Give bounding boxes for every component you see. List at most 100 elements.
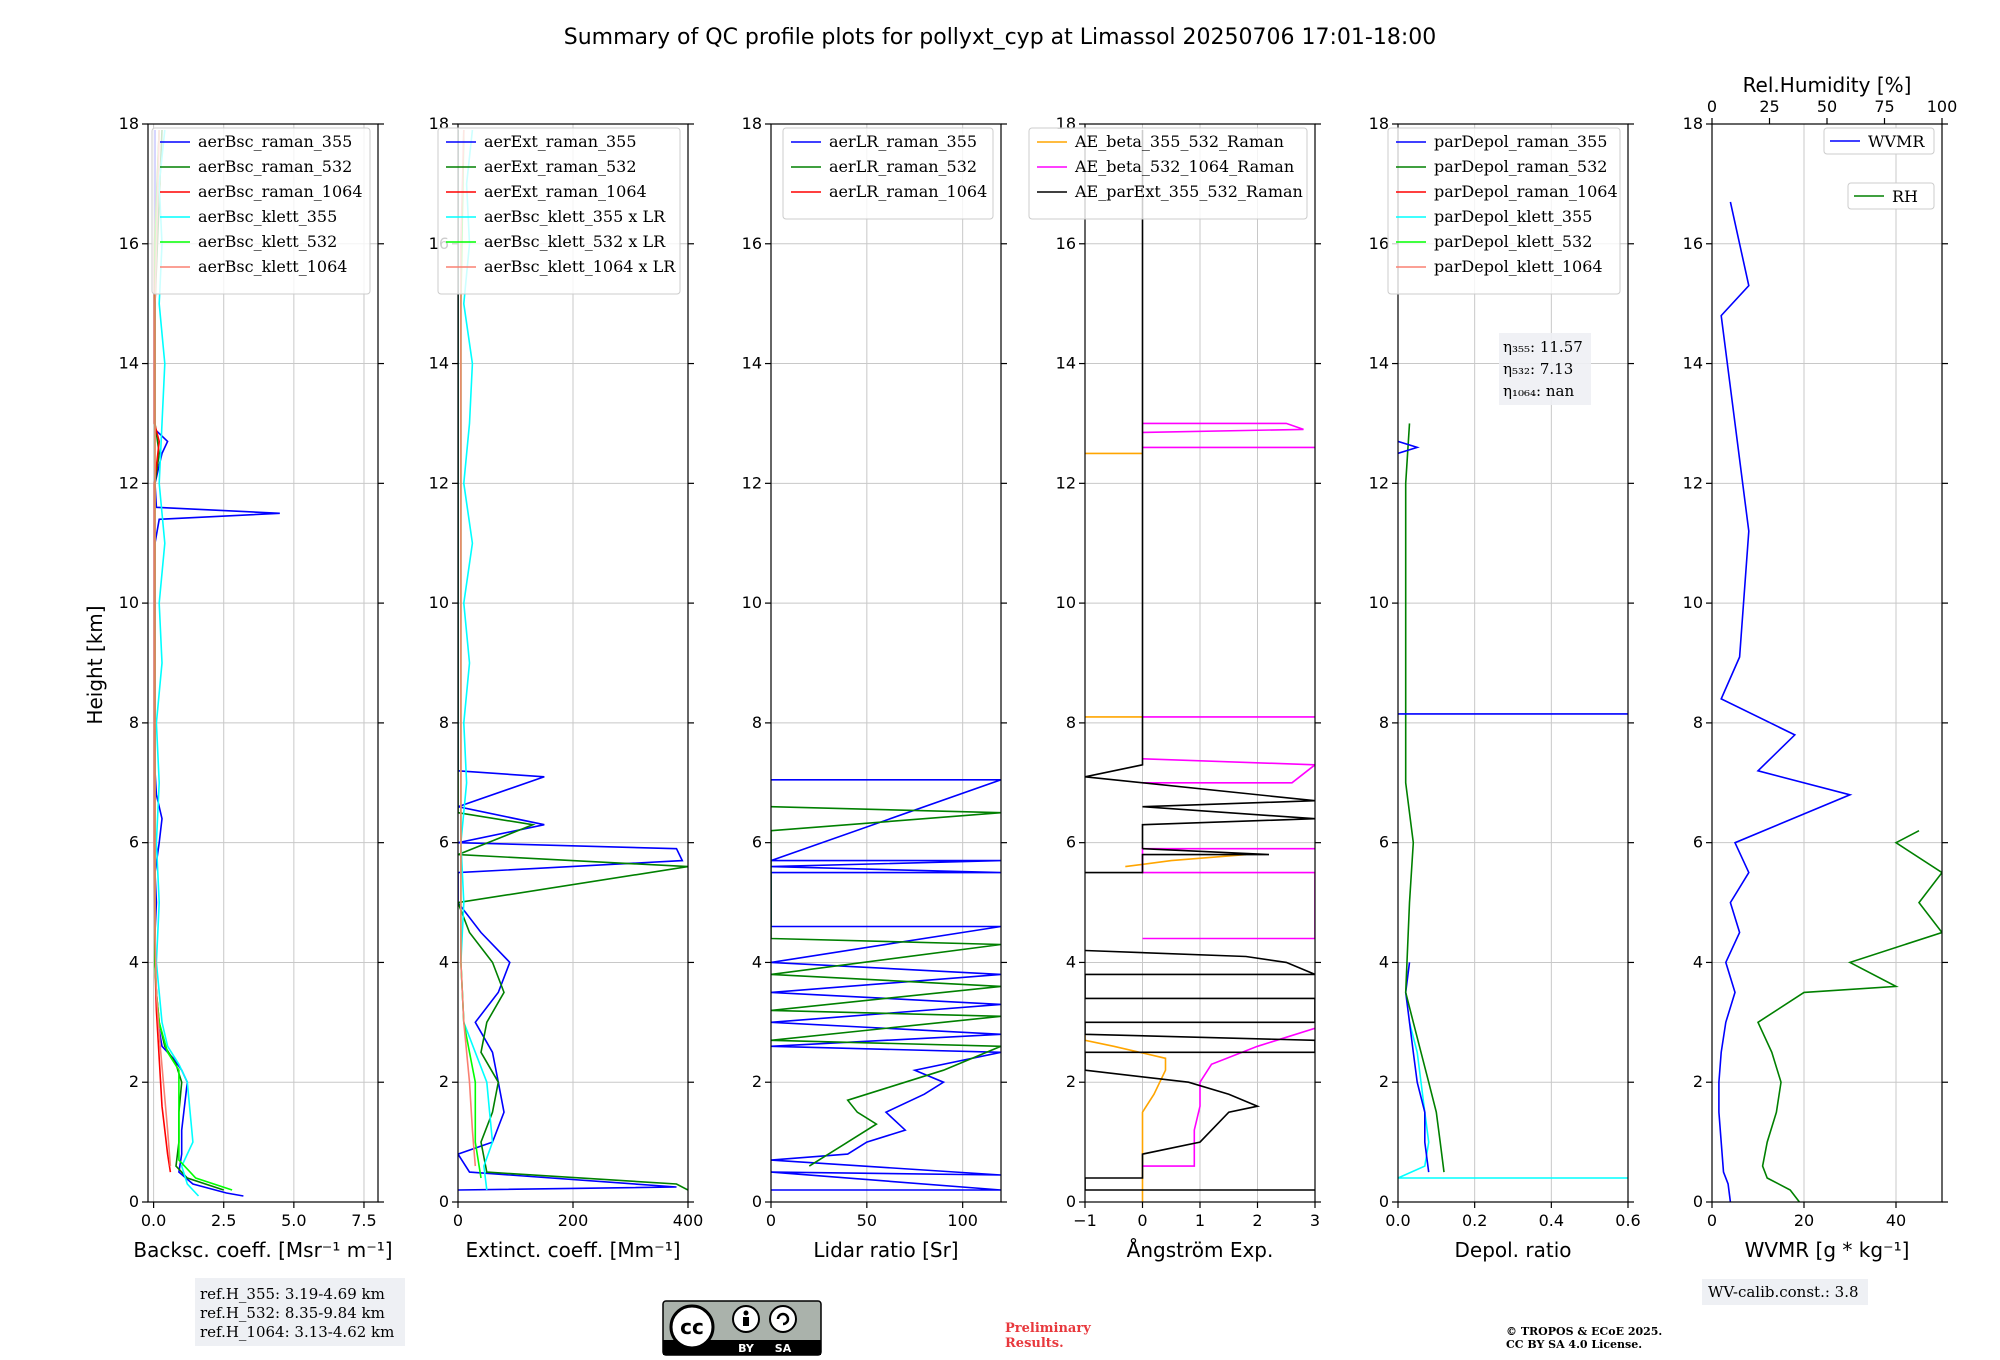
profile-line-4 [460, 129, 477, 1167]
y-tick-label: 8 [1066, 713, 1076, 732]
y-tick-label: 6 [439, 833, 449, 852]
x-axis-label: Backsc. coeff. [Msr⁻¹ m⁻¹] [133, 1238, 392, 1262]
x-axis-label: WVMR [g * kg⁻¹] [1745, 1238, 1910, 1262]
legend-box [1823, 127, 1935, 155]
y-tick-label: 8 [1379, 713, 1389, 732]
copyright-line-2: CC BY SA 4.0 License. [1506, 1338, 1642, 1351]
y-tick-label: 6 [129, 833, 139, 852]
x2-tick-label: 100 [1927, 97, 1958, 116]
eta-annotation-box [1499, 333, 1591, 405]
x-tick-label: 7.5 [351, 1211, 376, 1230]
profile-line-4 [1398, 440, 1420, 455]
y-tick-label: 12 [1056, 473, 1076, 492]
x-tick-label: 20 [1794, 1211, 1814, 1230]
x-tick-label: 0.0 [141, 1211, 166, 1230]
x2-tick-label: 75 [1874, 97, 1894, 116]
x-axis-label: Extinct. coeff. [Mm⁻¹] [465, 1238, 680, 1262]
legend-box [151, 127, 371, 295]
profiles-group [1718, 201, 1942, 1202]
profile-line-0 [771, 778, 1001, 1191]
y-tick-label: 18 [119, 114, 139, 133]
results-label: Results. [1005, 1336, 1064, 1351]
x-tick-label: 1 [1195, 1211, 1205, 1230]
profiles-group [1398, 423, 1628, 1179]
y-tick-label: 10 [1056, 593, 1076, 612]
profile-line-1 [1125, 853, 1247, 868]
y-tick-label: 8 [752, 713, 762, 732]
x-tick-label: 0 [453, 1211, 463, 1230]
y-tick-label: 10 [1369, 593, 1389, 612]
profiles-group [153, 129, 280, 1197]
y-tick-label: 2 [1693, 1072, 1703, 1091]
profile-line-12 [1085, 130, 1315, 849]
by-person-body [743, 1317, 749, 1326]
y-tick-label: 12 [742, 473, 762, 492]
y-tick-label: 6 [1066, 833, 1076, 852]
y-tick-label: 14 [742, 354, 762, 373]
panel-frame [147, 123, 379, 1203]
y-tick-label: 0 [1693, 1192, 1703, 1211]
profile-line-6 [1142, 758, 1315, 784]
profile-line-11 [1085, 847, 1270, 874]
profile-line-1 [771, 805, 1001, 1167]
profile-line-0 [458, 130, 684, 1191]
x-tick-label: 0.0 [1385, 1211, 1410, 1230]
y-tick-label: 16 [1369, 234, 1389, 253]
y-tick-label: 12 [429, 473, 449, 492]
profile-line-2 [460, 129, 494, 1191]
badge-sa-label: SA [775, 1342, 792, 1355]
legend-entry-label: aerBsc_raman_532 [198, 157, 352, 176]
legend: aerBsc_raman_355 aerBsc_raman_532 aerBsc_r… [151, 127, 371, 295]
y-tick-label: 6 [1379, 833, 1389, 852]
ref-height-532: ref.H_532: 8.35-9.84 km [200, 1304, 385, 1322]
legend-entry-label: aerBsc_klett_1064 x LR [484, 257, 676, 276]
y-tick-label: 4 [439, 952, 449, 971]
x-tick-label: 0.2 [1462, 1211, 1487, 1230]
y-tick-label: 14 [429, 354, 449, 373]
legend-entry-label: aerBsc_raman_355 [198, 132, 352, 151]
legend-entry-label: aerBsc_klett_355 [198, 207, 337, 226]
profile-line-5 [154, 129, 172, 1167]
x-tick-label: 3 [1310, 1211, 1320, 1230]
profile-line-5 [1141, 847, 1315, 940]
legend-entry-label: AE_beta_355_532_Raman [1074, 132, 1284, 151]
legend-entry-label: parDepol_klett_1064 [1434, 257, 1603, 276]
y-tick-label: 14 [119, 354, 139, 373]
y-tick-label: 10 [1683, 593, 1703, 612]
x-tick-label: −1 [1073, 1211, 1097, 1230]
y-tick-label: 2 [1379, 1072, 1389, 1091]
y-tick-label: 18 [742, 114, 762, 133]
panel-depol: 0 2 4 6 8 10 12 14 16 18 0.0 0.2 0.4 0.6 Depol. ratio p… [1369, 114, 1641, 1262]
y-tick-label: 0 [1379, 1192, 1389, 1211]
legend-entry-label: aerBsc_klett_532 [198, 232, 337, 251]
profile-line-0 [1718, 201, 1853, 1202]
profile-line-0 [1085, 1034, 1167, 1202]
y-tick-label: 10 [429, 593, 449, 612]
y-tick-label: 18 [1683, 114, 1703, 133]
y-tick-label: 12 [1369, 473, 1389, 492]
x-tick-label: 0 [1137, 1211, 1147, 1230]
legend-box [1847, 182, 1935, 210]
profile-line-3 [155, 129, 200, 1197]
y-tick-label: 4 [752, 952, 762, 971]
y-tick-label: 4 [129, 952, 139, 971]
eta-annotation-line: η₅₃₂: 7.13 [1503, 360, 1573, 378]
x-tick-label: 100 [947, 1211, 978, 1230]
y-tick-label: 0 [439, 1192, 449, 1211]
x-tick-label: 0.4 [1539, 1211, 1564, 1230]
legend-entry-label: aerExt_raman_1064 [484, 182, 647, 201]
y-tick-label: 6 [1693, 833, 1703, 852]
legend-entry-label: WVMR [1868, 132, 1925, 151]
legend: parDepol_raman_355 parDepol_raman_532 parD… [1387, 127, 1621, 295]
y-tick-label: 2 [752, 1072, 762, 1091]
y-tick-label: 16 [742, 234, 762, 253]
y-tick-label: 12 [1683, 473, 1703, 492]
y-axis-label: Height [km] [83, 605, 107, 724]
wv-calib-text: WV-calib.const.: 3.8 [1708, 1283, 1859, 1301]
profile-line-0 [154, 130, 280, 1197]
y-tick-label: 6 [752, 833, 762, 852]
x-tick-label: 40 [1886, 1211, 1906, 1230]
profile-line-9 [1142, 422, 1304, 434]
